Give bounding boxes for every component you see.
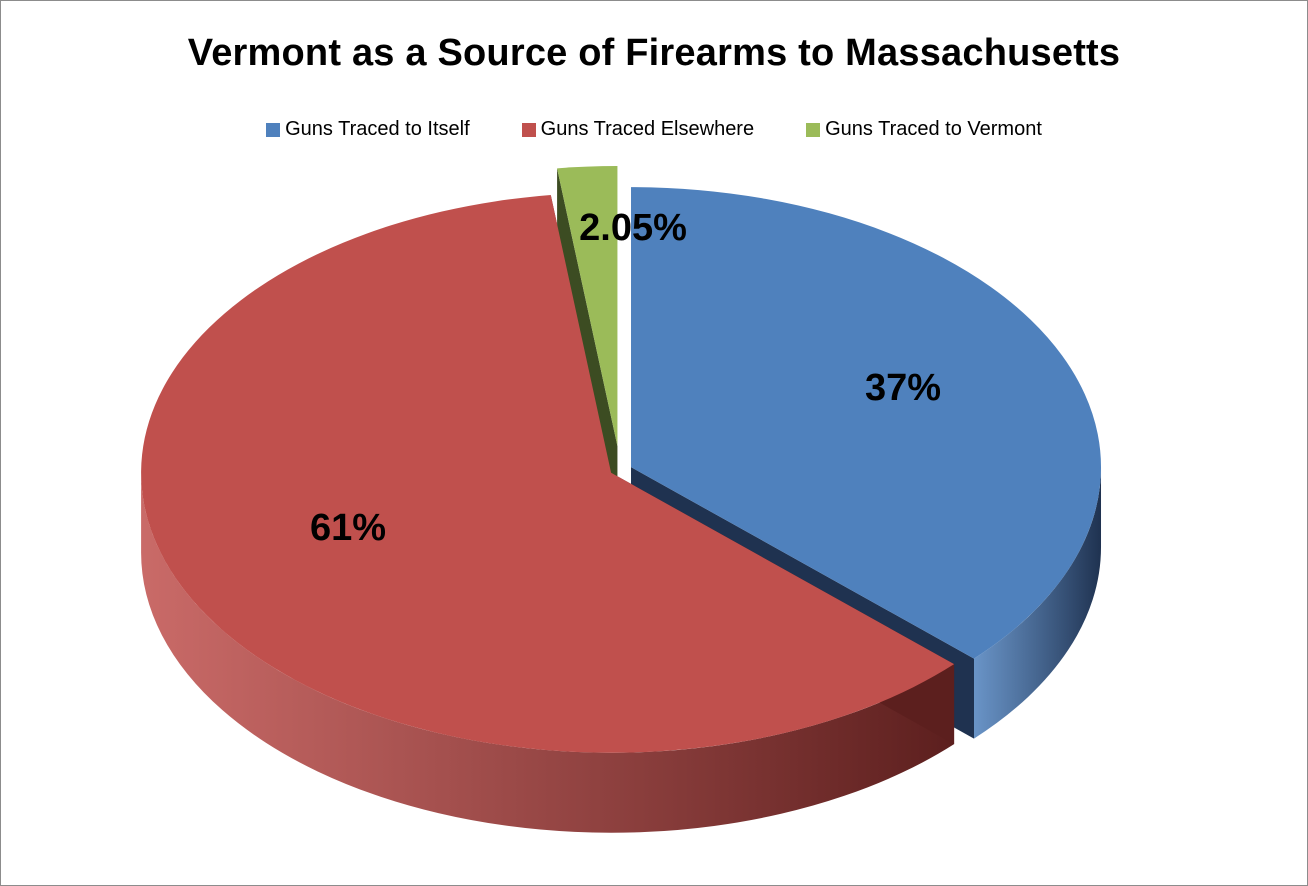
- slice-elsewhere: [141, 195, 955, 753]
- slice-vermont: [557, 166, 618, 447]
- legend-swatch-elsewhere: [521, 122, 536, 137]
- legend-label-vermont: Guns Traced to Vermont: [825, 118, 1042, 140]
- chart-title: Vermont as a Source of Firearms to Massa…: [187, 32, 1121, 74]
- legend-item-elsewhere: Guns Traced Elsewhere: [521, 118, 755, 141]
- data-label-elsewhere: 61%: [310, 507, 386, 549]
- legend-label-itself: Guns Traced to Itself: [285, 118, 470, 140]
- slice-itself: [631, 187, 1102, 659]
- pie-tops: [141, 166, 1102, 753]
- data-label-vermont: 2.05%: [579, 207, 687, 249]
- data-label-itself: 37%: [865, 367, 941, 409]
- legend-label-elsewhere: Guns Traced Elsewhere: [540, 118, 755, 140]
- pie-labels: 37% 61% 2.05%: [310, 207, 941, 549]
- legend: Guns Traced to Itself Guns Traced Elsewh…: [0, 118, 1308, 141]
- legend-item-vermont: Guns Traced to Vermont: [806, 118, 1042, 141]
- slice-wall-elsewhere: [141, 472, 955, 833]
- legend-swatch-itself: [266, 122, 281, 137]
- legend-swatch-vermont: [806, 122, 821, 137]
- legend-item-itself: Guns Traced to Itself: [266, 118, 470, 141]
- slice-wall-itself: [973, 467, 1102, 739]
